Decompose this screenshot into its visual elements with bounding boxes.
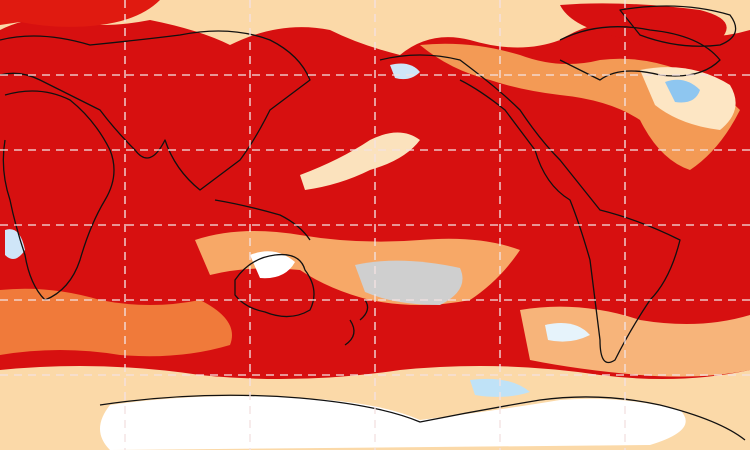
southern-ocean-mild: [520, 306, 750, 377]
americas-coast: [379, 54, 681, 364]
arctic-neutral: [0, 0, 750, 55]
europe-warm: [0, 0, 160, 27]
pacific-neutral: [300, 132, 420, 190]
cool-anomaly: [545, 322, 590, 342]
australia-coast: [234, 253, 315, 318]
new-zealand-coast: [344, 299, 369, 346]
greenland-coast: [619, 5, 737, 47]
cool-anomaly: [5, 229, 25, 259]
antarctica-coast: [99, 394, 746, 441]
africa-coast: [2, 90, 115, 301]
southern-ocean-mild: [0, 288, 232, 357]
cool-anomaly: [470, 378, 530, 397]
canada-coast: [559, 26, 721, 81]
coastlines: [0, 5, 746, 441]
indonesia-coast: [214, 199, 311, 241]
cool-anomaly: [665, 79, 700, 103]
antarctica-neutral: [100, 396, 686, 450]
greenland-warm: [560, 3, 727, 45]
no-data-patch: [355, 260, 463, 305]
eurasia-coast: [0, 30, 311, 191]
